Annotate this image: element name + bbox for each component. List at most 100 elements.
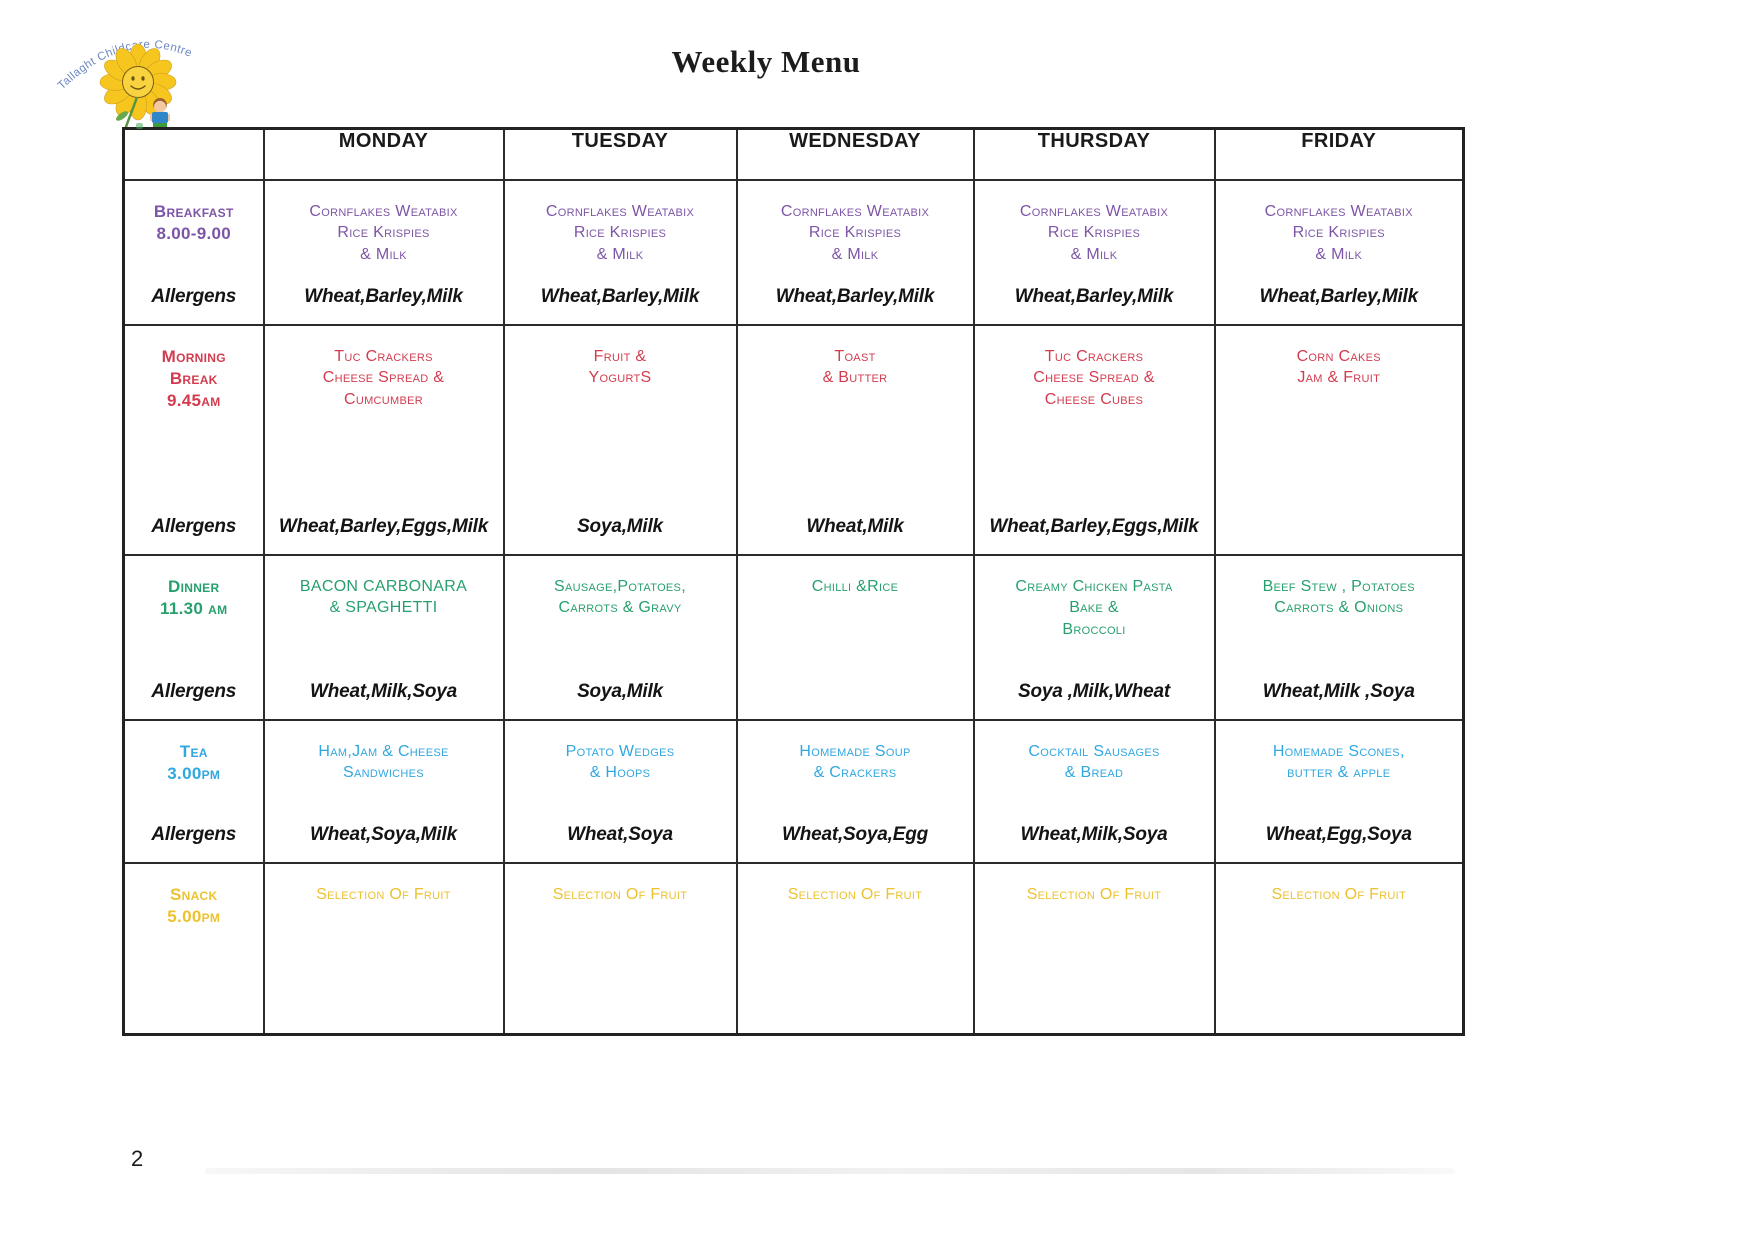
- day-header-row: MONDAY TUESDAY WEDNESDAY THURSDAY FRIDAY: [122, 127, 1465, 181]
- allergens-value: Wheat,Milk,Soya: [310, 680, 457, 702]
- snack-label-cell: Snack 5.00pm: [122, 861, 265, 1036]
- day-header-friday: FRIDAY: [1213, 127, 1465, 181]
- scan-artifact-mark: [136, 123, 143, 129]
- dinner-monday-cell: BACON CARBONARA & SPAGHETTI Wheat,Milk,Soy…: [262, 553, 505, 721]
- corner-cell: [122, 127, 265, 181]
- morning-break-monday-cell: Tuc Crackers Cheese Spread & Cumcumber Whea…: [262, 323, 505, 556]
- meal-item-line: Sandwiches: [343, 764, 424, 781]
- meal-item-line: Carrots & Gravy: [558, 599, 682, 616]
- meal-item-line: BACON CARBONARA: [299, 577, 468, 595]
- tea-monday-cell: Ham,Jam & Cheese Sandwiches Wheat,Soya,Mil…: [262, 718, 505, 864]
- row-breakfast: Breakfast 8.00-9.00 Allergens Cornflakes We…: [122, 178, 1465, 326]
- morning-break-label-line: Break: [169, 368, 218, 388]
- childcare-logo: Tallaght Childcare Centre: [56, 39, 193, 138]
- meal-item-line: & Milk: [1315, 245, 1363, 263]
- dinner-wednesday-cell: Chilli &Rice: [735, 553, 975, 721]
- meal-item-line: butter & apple: [1287, 764, 1391, 781]
- allergens-value: Soya,Milk: [577, 515, 663, 537]
- meal-item-line: Broccoli: [1062, 620, 1126, 638]
- meal-item-line: Homemade Soup: [799, 742, 911, 760]
- allergens-label: Allergens: [151, 285, 237, 307]
- tea-friday-cell: Homemade Scones, butter & apple Wheat,Egg,…: [1213, 718, 1465, 864]
- morning-break-tuesday-cell: Fruit & YogurtS Soya,Milk: [502, 323, 738, 556]
- allergens-value: Wheat,Barley,Milk: [540, 285, 700, 307]
- meal-item-line: Corn Cakes: [1296, 347, 1381, 365]
- snack-tuesday-cell: Selection Of Fruit: [502, 861, 738, 1036]
- row-tea: Tea 3.00pm Allergens Ham,Jam & Cheese Sandwi…: [122, 718, 1465, 864]
- snack-label-line: 5.00pm: [167, 906, 221, 926]
- snack-monday-cell: Selection Of Fruit: [262, 861, 505, 1036]
- meal-item-line: Rice Krispies: [808, 224, 902, 241]
- day-header-monday: MONDAY: [262, 127, 505, 181]
- menu-table-body: Breakfast 8.00-9.00 Allergens Cornflakes We…: [122, 178, 1465, 1036]
- allergens-value: Wheat,Barley,Eggs,Milk: [989, 515, 1199, 537]
- morning-break-friday-cell: Corn Cakes Jam & Fruit: [1213, 323, 1465, 556]
- allergens-label: Allergens: [151, 515, 237, 537]
- day-header-tuesday: TUESDAY: [502, 127, 738, 181]
- morning-break-label-line: 9.45am: [166, 390, 221, 410]
- meal-item-line: Jam & Fruit: [1297, 369, 1381, 386]
- meal-item-line: Cheese Spread &: [1033, 369, 1155, 386]
- row-snack: Snack 5.00pm Selection Of Fruit Selection O…: [122, 861, 1465, 1036]
- meal-item-line: Beef Stew , Potatoes: [1262, 577, 1415, 595]
- allergens-value: Wheat,Barley,Eggs,Milk: [278, 515, 489, 537]
- day-header-thursday: THURSDAY: [972, 127, 1216, 181]
- allergens-value: Wheat,Barley,Milk: [304, 285, 463, 307]
- page-number: 2: [131, 1146, 144, 1171]
- tea-label-line: 3.00pm: [167, 763, 221, 783]
- allergens-label: Allergens: [151, 823, 237, 845]
- allergens-value: Wheat,Soya,Milk: [310, 823, 457, 845]
- meal-item-line: Potato Wedges: [565, 742, 675, 760]
- allergens-value: Wheat,Soya: [567, 823, 673, 845]
- meal-item-line: Tuc Crackers: [1044, 347, 1144, 365]
- allergens-value: Wheat,Milk ,Soya: [1262, 680, 1415, 702]
- meal-item-line: Rice Krispies: [337, 224, 430, 241]
- snack-thursday-cell: Selection Of Fruit: [972, 861, 1216, 1036]
- breakfast-friday-cell: Cornflakes Weatabix Rice Krispies & Milk Wh…: [1213, 178, 1465, 326]
- breakfast-monday-cell: Cornflakes Weatabix Rice Krispies & Milk Wh…: [262, 178, 505, 326]
- allergens-value: Wheat,Egg,Soya: [1265, 823, 1412, 845]
- meal-item-line: Homemade Scones,: [1272, 742, 1405, 760]
- meal-item-line: Selection Of Fruit: [1271, 885, 1407, 903]
- meal-item-line: Rice Krispies: [1292, 224, 1385, 241]
- meal-item-line: Cornflakes Weatabix: [1264, 202, 1413, 220]
- meal-item-line: Cornflakes Weatabix: [1019, 202, 1169, 220]
- meal-item-line: & Milk: [596, 245, 644, 263]
- allergens-value: Wheat,Barley,Milk: [775, 285, 935, 307]
- row-morning-break: Morning Break 9.45am Allergens Tuc Crackers C…: [122, 323, 1465, 556]
- dinner-label-line: Dinner: [168, 576, 220, 596]
- allergens-value: Wheat,Barley,Milk: [1259, 285, 1419, 307]
- meal-item-line: Selection Of Fruit: [787, 885, 923, 903]
- allergens-value: Wheat,Soya,Egg: [781, 823, 929, 845]
- morning-break-label-cell: Morning Break 9.45am Allergens: [122, 323, 265, 556]
- meal-item-line: Tuc Crackers: [334, 347, 433, 365]
- breakfast-label-line: 8.00-9.00: [156, 223, 232, 243]
- meal-item-line: Cornflakes Weatabix: [545, 202, 695, 220]
- meal-item-line: Cornflakes Weatabix: [309, 202, 458, 220]
- meal-item-line: YogurtS: [588, 369, 652, 386]
- breakfast-label-cell: Breakfast 8.00-9.00 Allergens: [122, 178, 265, 326]
- menu-table: MONDAY TUESDAY WEDNESDAY THURSDAY FRIDAY Bre…: [122, 127, 1465, 1036]
- tea-wednesday-cell: Homemade Soup & Crackers Wheat,Soya,Egg: [735, 718, 975, 864]
- breakfast-thursday-cell: Cornflakes Weatabix Rice Krispies & Milk Wh…: [972, 178, 1216, 326]
- meal-item-line: Rice Krispies: [1047, 224, 1141, 241]
- meal-item-line: Fruit &: [593, 347, 647, 365]
- breakfast-label-line: Breakfast: [153, 201, 234, 221]
- dinner-thursday-cell: Creamy Chicken Pasta Bake & Broccoli Soya ,…: [972, 553, 1216, 721]
- meal-item-line: Selection Of Fruit: [316, 885, 451, 903]
- meal-item-line: & Hoops: [589, 764, 651, 781]
- meal-item-line: Chilli &Rice: [811, 577, 899, 595]
- meal-item-line: & Milk: [360, 245, 407, 263]
- meal-item-line: & Bread: [1064, 764, 1124, 781]
- sunflower-icon: [99, 43, 177, 131]
- meal-item-line: Toast: [834, 347, 876, 365]
- breakfast-wednesday-cell: Cornflakes Weatabix Rice Krispies & Milk Wh…: [735, 178, 975, 326]
- snack-wednesday-cell: Selection Of Fruit: [735, 861, 975, 1036]
- day-header-wednesday: WEDNESDAY: [735, 127, 975, 181]
- meal-item-line: & Crackers: [813, 764, 897, 781]
- meal-item-line: & Milk: [1070, 245, 1118, 263]
- tea-label-line: Tea: [179, 741, 208, 761]
- dinner-label-cell: Dinner 11.30 am Allergens: [122, 553, 265, 721]
- snack-label-line: Snack: [169, 884, 218, 904]
